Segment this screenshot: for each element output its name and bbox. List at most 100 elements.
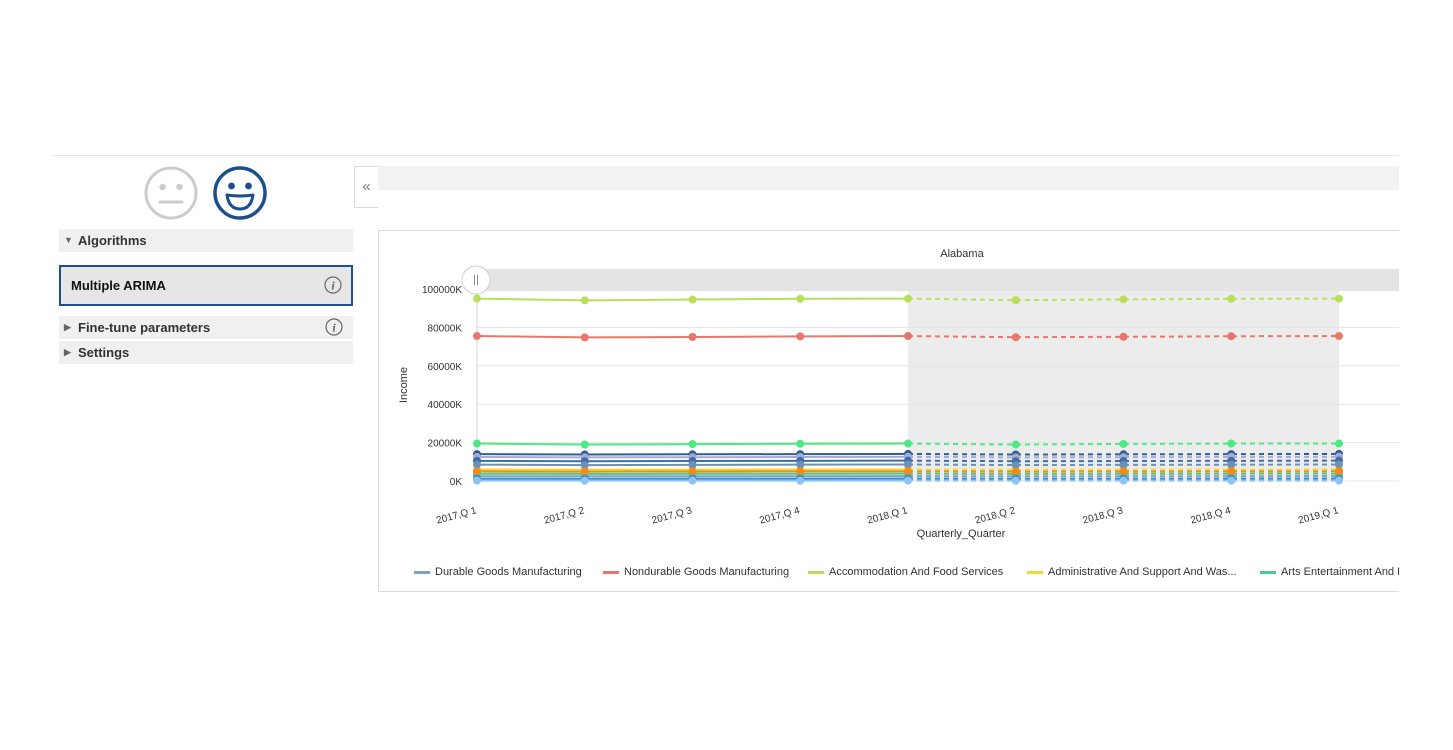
data-point[interactable] [1011,440,1020,449]
data-point[interactable] [580,333,589,342]
data-point[interactable] [688,467,697,476]
legend-label: Durable Goods Manufacturing [435,566,582,578]
y-tick-label: 20000K [428,439,463,450]
data-point[interactable] [1119,467,1128,476]
double-chevron-left-icon: « [362,178,371,195]
x-tick-label: 2019,Q 1 [1297,505,1340,526]
data-point[interactable] [1335,294,1343,303]
data-point[interactable] [1011,476,1020,485]
data-point[interactable] [1227,332,1236,341]
legend-item[interactable]: Administrative And Support And Was... [1027,564,1237,580]
info-icon[interactable]: i [324,276,342,294]
range-selector-bar[interactable] [477,269,1399,291]
happy-face-icon[interactable] [212,165,268,221]
data-point[interactable] [904,467,912,476]
y-tick-label: 0K [450,477,463,488]
data-point[interactable] [1227,439,1236,448]
legend-item[interactable]: Durable Goods Manufacturing [414,564,582,580]
top-divider [53,155,1399,156]
data-point[interactable] [1011,333,1020,342]
fine-tune-section-header[interactable]: ▶ Fine-tune parameters i [59,316,353,339]
collapse-panel-button[interactable]: « [354,166,378,208]
fine-tune-label: Fine-tune parameters [78,320,211,335]
data-point[interactable] [796,332,805,341]
data-point[interactable] [580,440,589,449]
data-point[interactable] [904,332,912,341]
y-tick-label: 100000K [422,285,462,296]
data-point[interactable] [796,294,805,303]
x-tick-label: 2018,Q 1 [866,505,909,526]
settings-section-header[interactable]: ▶ Settings [59,341,353,364]
selected-algorithm-card[interactable]: Multiple ARIMA i [59,265,353,306]
legend-label: Arts Entertainment And R [1281,566,1399,578]
data-point[interactable] [1119,332,1128,341]
data-point[interactable] [1011,467,1020,476]
data-point[interactable] [1335,476,1343,485]
data-point[interactable] [796,467,805,476]
data-point[interactable] [688,476,697,485]
data-point[interactable] [1119,476,1128,485]
data-point[interactable] [688,295,697,304]
data-point[interactable] [1335,332,1343,341]
data-point[interactable] [580,461,589,470]
data-point[interactable] [580,467,589,476]
data-point[interactable] [904,439,912,448]
data-point[interactable] [904,460,912,469]
legend-swatch [414,571,430,574]
data-point[interactable] [1119,439,1128,448]
data-point[interactable] [1011,461,1020,470]
data-point[interactable] [1335,439,1343,448]
x-tick-label: 2017,Q 4 [758,505,801,526]
settings-label: Settings [78,345,130,360]
legend-item[interactable]: Accommodation And Food Services [808,564,1003,580]
legend-label: Administrative And Support And Was... [1048,566,1237,578]
algorithms-label: Algorithms [78,233,147,248]
data-point[interactable] [1119,295,1128,304]
data-point[interactable] [580,296,589,305]
x-tick-label: 2018,Q 3 [1082,505,1125,526]
data-point[interactable] [473,294,481,303]
forecast-region [908,291,1339,481]
x-axis-label: Quarterly_Quarter [917,528,1006,540]
neutral-face-icon[interactable] [143,165,199,221]
data-point[interactable] [1119,460,1128,469]
algorithms-section-header[interactable]: ▼ Algorithms [59,229,353,252]
data-point[interactable] [1335,467,1343,476]
data-point[interactable] [473,460,481,469]
data-point[interactable] [580,476,589,485]
data-point[interactable] [796,460,805,469]
legend-swatch [603,571,619,574]
y-axis-label: Income [398,367,410,403]
data-point[interactable] [473,332,481,341]
legend-swatch [1027,571,1043,574]
data-point[interactable] [1227,476,1236,485]
data-point[interactable] [1335,460,1343,469]
data-point[interactable] [904,294,912,303]
caret-down-icon: ▼ [64,235,73,245]
data-point[interactable] [796,439,805,448]
range-handle[interactable] [461,265,491,295]
data-point[interactable] [1227,294,1236,303]
data-point[interactable] [796,476,805,485]
data-point[interactable] [688,460,697,469]
data-point[interactable] [904,476,912,485]
chart-toolbar [378,166,1399,190]
data-point[interactable] [688,440,697,449]
legend-item[interactable]: Nondurable Goods Manufacturing [603,564,789,580]
data-point[interactable] [1011,296,1020,305]
data-point[interactable] [688,333,697,341]
legend-item[interactable]: Arts Entertainment And R [1260,564,1399,580]
legend-label: Accommodation And Food Services [829,566,1004,578]
data-point[interactable] [473,467,481,476]
data-point[interactable] [473,439,481,448]
selected-algorithm-label: Multiple ARIMA [71,278,166,293]
caret-right-icon: ▶ [64,322,71,332]
y-tick-label: 60000K [428,362,463,373]
data-point[interactable] [473,476,481,485]
legend-swatch [1260,571,1276,574]
data-point[interactable] [1227,460,1236,469]
chart-legend: Durable Goods Manufacturing Nondurable Go… [414,564,1399,580]
svg-text:i: i [331,279,335,293]
info-icon[interactable]: i [325,318,343,336]
data-point[interactable] [1227,467,1236,476]
